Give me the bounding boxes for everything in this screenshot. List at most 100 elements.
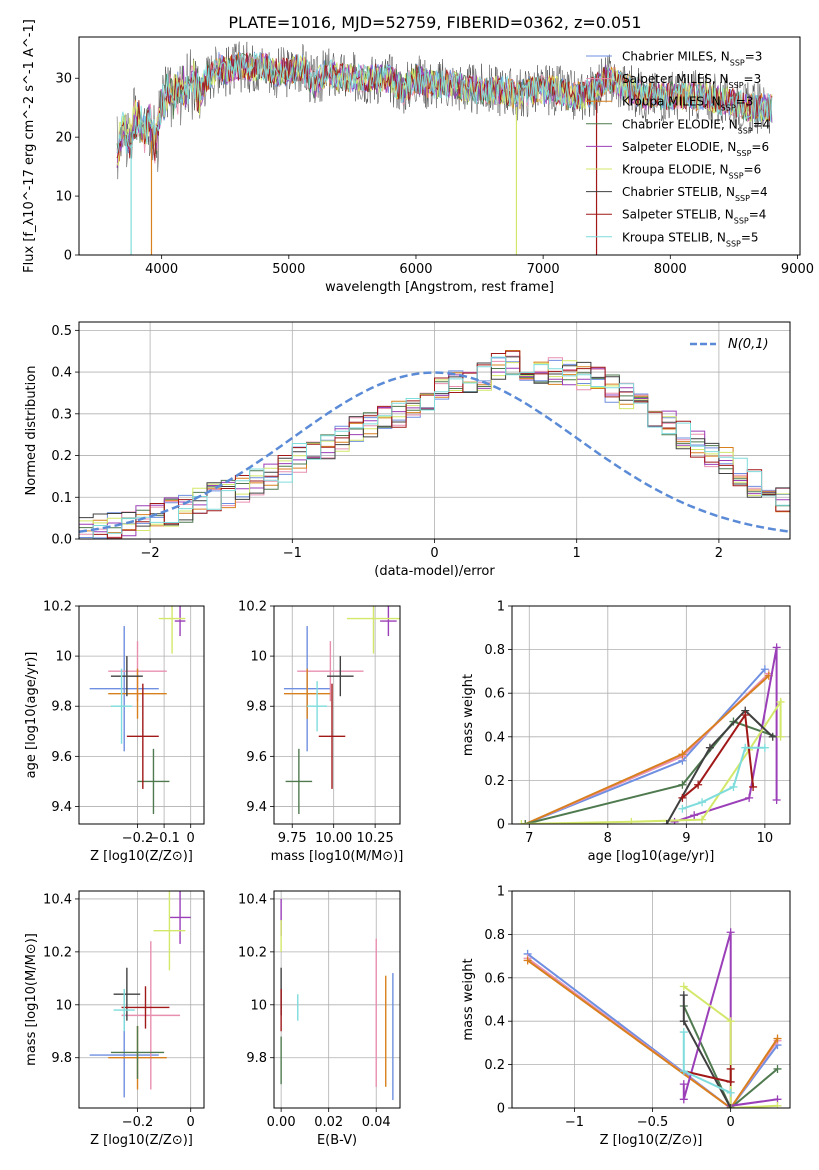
weight-marker-salpeter_elodie — [670, 817, 679, 824]
y-tick-label: 10.2 — [43, 945, 72, 960]
weight-marker-kroupa_miles — [678, 750, 687, 759]
y-tick-label: 1 — [497, 600, 505, 615]
weight-marker-kroupa_elodie — [517, 820, 526, 824]
y-tick-label: 10.2 — [43, 600, 72, 615]
chart-age_vs_mass: 9.75 10.00 10.25 9.4 9.6 9.8 10 10.2 mass [log10… — [238, 600, 403, 865]
y-tick-label: 10.4 — [43, 892, 72, 907]
weight-marker-kroupa_elodie — [627, 817, 636, 824]
x-tick-label: −2 — [141, 546, 160, 561]
weight-line-kroupa_elodie — [683, 985, 778, 1108]
weight-marker-salpeter_elodie — [726, 928, 735, 937]
legend-label-base: Salpeter ELODIE, N — [622, 140, 736, 154]
y-tick-label: 10 — [250, 998, 267, 1013]
legend-label-tail: =6 — [751, 140, 769, 154]
weight-marker-salpeter_elodie — [690, 811, 699, 820]
x-axis-label: age [log10(age/yr)] — [588, 849, 715, 864]
x-tick-label: −0.2 — [122, 831, 154, 846]
weight-marker-salpeter_elodie — [772, 643, 781, 652]
y-tick-label: 0.2 — [484, 1058, 505, 1073]
y-tick-label: 9.4 — [246, 800, 267, 815]
legend-label-salpeter_elodie: Salpeter ELODIE, NSSP=6 — [622, 140, 769, 158]
plot-frame — [78, 36, 801, 256]
y-tick-label: 0.3 — [51, 407, 72, 422]
legend-label-sub: SSP — [729, 81, 744, 90]
x-tick-label: 10.25 — [357, 831, 394, 846]
x-tick-label: 1 — [573, 546, 581, 561]
chart-residuals: −2 −1 0 1 2 0.0 0.1 0.2 0.3 0.4 0.5 (data-model)/er… — [24, 321, 791, 579]
x-tick-label: 2 — [715, 546, 723, 561]
weight-line-kroupa_miles — [527, 959, 779, 1108]
weight-marker-chabrier_elodie — [773, 1064, 782, 1073]
weight-lines — [523, 928, 782, 1108]
legend-label-sub: SSP — [735, 194, 750, 203]
x-tick-label: −0.1 — [148, 831, 180, 846]
x-axis-label: E(B-V) — [317, 1133, 357, 1148]
weight-marker-salpeter_stelib — [726, 1077, 735, 1086]
legend-label-tail: =3 — [745, 50, 763, 64]
x-tick-label: 0 — [187, 1115, 195, 1130]
legend-label-tail: =6 — [744, 163, 762, 177]
x-tick-label: 5000 — [272, 262, 305, 277]
legend-label-salpeter_stelib: Salpeter STELIB, NSSP=4 — [622, 208, 766, 226]
legend-label-base: Salpeter MILES, N — [622, 72, 729, 86]
y-axis-label: mass [log10(M/M⊙)] — [24, 933, 39, 1066]
legend-label-chabrier_stelib: Chabrier STELIB, NSSP=4 — [622, 185, 768, 203]
spectrum-lines — [116, 41, 773, 255]
y-tick-label: 0.6 — [484, 687, 505, 702]
y-tick-label: 0 — [497, 818, 505, 833]
y-axis-label: age [log10(age/yr)] — [24, 652, 39, 779]
legend-label-sub: SSP — [734, 216, 749, 225]
weight-marker-salpeter_stelib — [726, 1064, 735, 1073]
y-tick-label: 10.2 — [238, 945, 267, 960]
y-tick-label: 9.8 — [51, 700, 72, 715]
y-tick-label: 9.8 — [246, 1051, 267, 1066]
weight-line-salpeter_stelib — [681, 712, 755, 799]
weight-marker-chabrier_miles — [760, 665, 769, 674]
errorbars — [280, 898, 394, 1101]
x-tick-label: −0.2 — [122, 1115, 154, 1130]
weight-marker-chabrier_stelib — [662, 820, 671, 824]
y-tick-label: 0.8 — [484, 643, 505, 658]
chart-age_vs_Z: −0.2−0.1 0 9.4 9.6 9.8 10 10.2 Z [log10(Z/Z⊙)] a… — [24, 600, 205, 864]
figure-title: PLATE=1016, MJD=52759, FIBERID=0362, z=0… — [228, 13, 641, 32]
legend-label-sub: SSP — [738, 126, 753, 135]
y-axis-label: mass weight — [461, 674, 476, 756]
legend-label-normal: N(0,1) — [728, 337, 769, 352]
plot-frame — [78, 605, 205, 825]
y-tick-label: 0.8 — [484, 928, 505, 943]
y-tick-label: 9.4 — [51, 800, 72, 815]
x-tick-label: 9 — [682, 831, 690, 846]
histogram-steps — [79, 350, 790, 539]
weight-marker-chabrier_elodie — [521, 820, 530, 824]
errorbars — [89, 606, 186, 814]
weight-marker-chabrier_elodie — [678, 780, 687, 789]
residual-legend: N(0,1) — [690, 337, 769, 352]
legend-label-tail: =4 — [750, 185, 768, 199]
weight-line-salpeter_miles — [525, 672, 770, 824]
weight-line-kroupa_elodie — [521, 698, 782, 824]
weight-marker-kroupa_stelib — [760, 743, 769, 752]
legend-label-base: Chabrier ELODIE, N — [622, 117, 738, 131]
weight-line-kroupa_miles — [524, 675, 770, 824]
x-axis-label: Z [log10(Z/Z⊙)] — [600, 1133, 703, 1148]
x-tick-label: 7000 — [527, 262, 560, 277]
weight-marker-salpeter_elodie — [679, 1080, 688, 1089]
weight-marker-kroupa_elodie — [776, 732, 785, 741]
legend-label-sub: SSP — [730, 58, 745, 67]
weight-line-chabrier_stelib — [665, 709, 774, 824]
y-tick-label: 0.5 — [51, 324, 72, 339]
legend-label-sub: SSP — [736, 148, 751, 157]
legend-label-base: Kroupa MILES, N — [622, 95, 721, 109]
errorbars — [283, 606, 400, 814]
legend-label-base: Chabrier STELIB, N — [622, 185, 735, 199]
x-tick-label: 8 — [604, 831, 612, 846]
y-axis-label: Normed distribution — [24, 366, 39, 496]
weight-marker-kroupa_stelib — [679, 1067, 688, 1076]
weight-marker-kroupa_stelib — [678, 804, 687, 813]
y-tick-label: 9.8 — [51, 1051, 72, 1066]
weight-marker-kroupa_elodie — [698, 815, 707, 824]
weight-marker-salpeter_elodie — [772, 796, 781, 805]
weight-marker-chabrier_stelib — [705, 743, 714, 752]
